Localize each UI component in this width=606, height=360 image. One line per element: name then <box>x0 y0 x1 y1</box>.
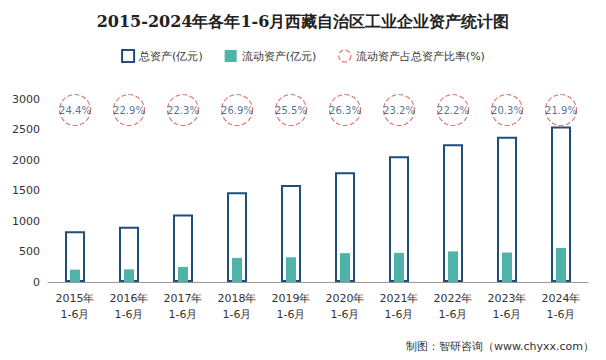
svg-text:流动资产占总资产比率(%): 流动资产占总资产比率(%) <box>356 50 485 63</box>
svg-text:2500: 2500 <box>12 123 40 136</box>
svg-text:总资产(亿元): 总资产(亿元) <box>138 50 203 63</box>
svg-text:2015-2024年各年1-6月西藏自治区工业企业资产统计图: 2015-2024年各年1-6月西藏自治区工业企业资产统计图 <box>97 12 510 31</box>
svg-text:1-6月: 1-6月 <box>115 308 144 321</box>
svg-text:500: 500 <box>19 245 40 258</box>
svg-text:22.9%: 22.9% <box>113 105 145 116</box>
svg-text:1-6月: 1-6月 <box>61 308 90 321</box>
svg-text:2023年: 2023年 <box>488 292 527 305</box>
svg-text:21.9%: 21.9% <box>545 105 577 116</box>
svg-text:1000: 1000 <box>12 215 40 228</box>
svg-text:1-6月: 1-6月 <box>547 308 576 321</box>
svg-text:1500: 1500 <box>12 184 40 197</box>
svg-text:1-6月: 1-6月 <box>331 308 360 321</box>
svg-text:2021年: 2021年 <box>380 292 419 305</box>
svg-text:流动资产(亿元): 流动资产(亿元) <box>242 50 317 63</box>
svg-text:2020年: 2020年 <box>326 292 365 305</box>
svg-text:26.9%: 26.9% <box>221 105 253 116</box>
svg-text:制图：智研咨询（www.chyxx.com）: 制图：智研咨询（www.chyxx.com） <box>406 340 594 353</box>
svg-text:1-6月: 1-6月 <box>493 308 522 321</box>
svg-text:2015年: 2015年 <box>56 292 95 305</box>
svg-text:1-6月: 1-6月 <box>385 308 414 321</box>
svg-text:2019年: 2019年 <box>272 292 311 305</box>
svg-text:2024年: 2024年 <box>542 292 581 305</box>
svg-text:23.2%: 23.2% <box>383 105 415 116</box>
svg-text:25.5%: 25.5% <box>275 105 307 116</box>
svg-text:2016年: 2016年 <box>110 292 149 305</box>
svg-text:26.3%: 26.3% <box>329 105 361 116</box>
svg-text:1-6月: 1-6月 <box>439 308 468 321</box>
svg-text:24.4%: 24.4% <box>59 105 91 116</box>
svg-text:22.3%: 22.3% <box>167 105 199 116</box>
svg-text:2000: 2000 <box>12 154 40 167</box>
svg-text:2017年: 2017年 <box>164 292 203 305</box>
svg-text:2022年: 2022年 <box>434 292 473 305</box>
svg-text:1-6月: 1-6月 <box>169 308 198 321</box>
svg-text:1-6月: 1-6月 <box>277 308 306 321</box>
svg-text:2018年: 2018年 <box>218 292 257 305</box>
svg-text:0: 0 <box>33 276 40 289</box>
svg-text:3000: 3000 <box>12 93 40 106</box>
svg-text:22.2%: 22.2% <box>437 105 469 116</box>
svg-text:1-6月: 1-6月 <box>223 308 252 321</box>
svg-text:20.3%: 20.3% <box>491 105 523 116</box>
